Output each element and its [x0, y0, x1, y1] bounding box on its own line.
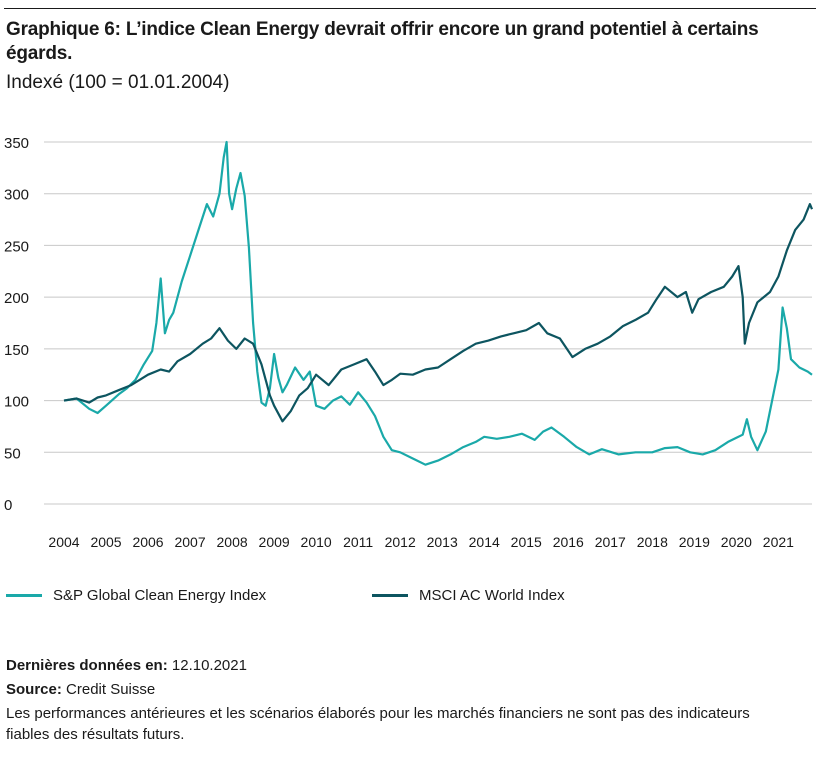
- x-tick-label: 2019: [679, 534, 710, 550]
- gridlines: [44, 141, 812, 505]
- source-label: Source:: [6, 681, 62, 698]
- x-tick-label: 2009: [259, 534, 290, 550]
- disclaimer: Les performances antérieures et les scén…: [6, 705, 750, 743]
- series-line-msci-acwi: [63, 202, 814, 423]
- y-tick-label: 0: [4, 497, 12, 514]
- x-tick-label: 2011: [343, 534, 373, 550]
- last-data-note: Dernières données en: 12.10.2021: [6, 655, 247, 676]
- y-tick-label: 350: [4, 135, 29, 152]
- legend-item-msci-acwi: MSCI AC World Index: [372, 585, 565, 605]
- x-tick-label: 2010: [301, 534, 332, 550]
- source-note: Source: Credit Suisse: [6, 679, 155, 700]
- legend-label-clean-energy: S&P Global Clean Energy Index: [53, 586, 267, 604]
- x-tick-label: 2015: [511, 534, 542, 550]
- y-axis-ticks: 0 50 100 150 200 250 300 350: [4, 135, 29, 514]
- x-tick-label: 2021: [763, 534, 794, 550]
- top-rule: [4, 8, 816, 9]
- x-tick-label: 2020: [721, 534, 752, 550]
- legend-item-clean-energy: S&P Global Clean Energy Index: [6, 585, 266, 605]
- x-axis-ticks: 2004 2005 2006 2007 2008 2009 2010 2011 2012 2013…: [48, 534, 794, 550]
- last-data-label: Dernières données en:: [6, 657, 168, 674]
- y-tick-label: 50: [4, 445, 21, 462]
- last-data-value: 12.10.2021: [171, 657, 247, 674]
- x-tick-label: 2008: [217, 534, 248, 550]
- x-tick-label: 2006: [132, 534, 163, 550]
- legend-swatch-msci-acwi: [372, 593, 408, 597]
- chart-subtitle: Indexé (100 = 01.01.2004): [6, 72, 230, 93]
- y-tick-label: 150: [4, 342, 29, 359]
- chart-title: Graphique 6: L’indice Clean Energy devra…: [6, 19, 759, 64]
- source-value: Credit Suisse: [66, 681, 156, 698]
- x-tick-label: 2016: [553, 534, 584, 550]
- x-tick-label: 2014: [469, 534, 500, 550]
- x-tick-label: 2017: [595, 534, 626, 550]
- y-tick-label: 100: [4, 394, 29, 411]
- series-line-clean-energy: [63, 140, 813, 466]
- y-tick-label: 200: [4, 290, 29, 307]
- y-tick-label: 300: [4, 187, 29, 204]
- x-tick-label: 2013: [427, 534, 458, 550]
- legend-swatch-clean-energy: [6, 593, 42, 597]
- x-tick-label: 2012: [385, 534, 416, 550]
- x-tick-label: 2007: [174, 534, 205, 550]
- x-tick-label: 2005: [90, 534, 121, 550]
- x-tick-label: 2004: [48, 534, 79, 550]
- series-lines: [63, 140, 814, 466]
- y-tick-label: 250: [4, 238, 29, 255]
- x-tick-label: 2018: [637, 534, 668, 550]
- legend-label-msci-acwi: MSCI AC World Index: [419, 586, 565, 604]
